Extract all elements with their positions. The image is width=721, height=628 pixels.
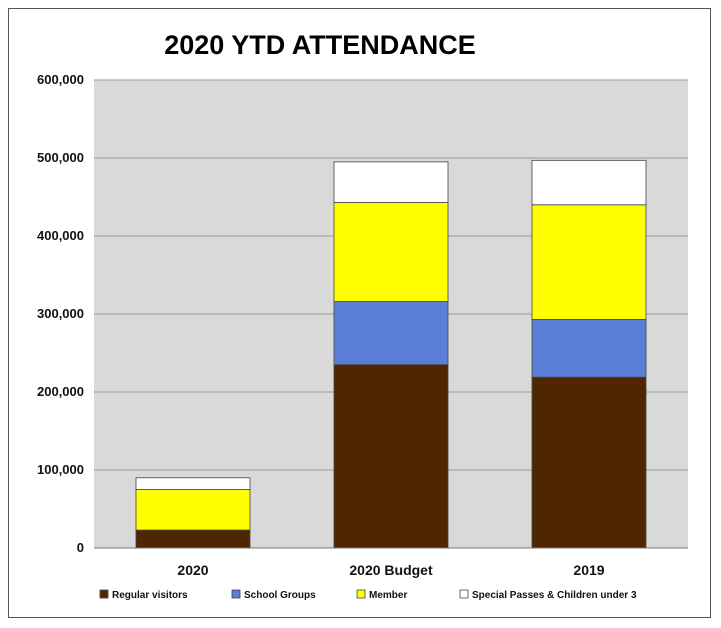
bar-segment <box>333 161 449 203</box>
y-tick-label: 400,000 <box>37 228 84 243</box>
legend-swatch <box>99 589 109 599</box>
x-category-label: 2019 <box>573 562 604 578</box>
bar-segment <box>531 319 647 378</box>
bar-segment <box>531 204 647 320</box>
legend-swatch <box>231 589 241 599</box>
bar-segment <box>333 364 449 549</box>
bar-segment <box>531 376 647 549</box>
x-axis-categories: 2020 2020 Budget 2019 <box>177 562 604 578</box>
legend-label: School Groups <box>244 590 316 601</box>
chart-title: 2020 YTD ATTENDANCE <box>164 30 476 60</box>
bar-segment <box>135 477 251 490</box>
y-tick-label: 300,000 <box>37 306 84 321</box>
y-tick-label: 500,000 <box>37 150 84 165</box>
legend-swatch <box>356 589 366 599</box>
y-tick-label: 200,000 <box>37 384 84 399</box>
bar-segment <box>531 159 647 206</box>
y-tick-label: 600,000 <box>37 72 84 87</box>
x-category-label: 2020 Budget <box>349 562 433 578</box>
bar-segment <box>135 489 251 531</box>
bar-segment <box>333 301 449 366</box>
legend: Regular visitors School Groups Member Speci… <box>99 589 637 601</box>
legend-swatch <box>459 589 469 599</box>
x-category-label: 2020 <box>177 562 208 578</box>
bar-segment <box>333 202 449 302</box>
y-tick-label: 100,000 <box>37 462 84 477</box>
legend-label: Regular visitors <box>112 590 188 601</box>
bars <box>135 159 647 549</box>
legend-label: Special Passes & Children under 3 <box>472 590 637 601</box>
y-tick-label: 0 <box>77 540 84 555</box>
y-axis-ticks: 0 100,000 200,000 300,000 400,000 500,000 600,… <box>37 72 84 555</box>
legend-label: Member <box>369 590 407 601</box>
bar-segment <box>135 529 251 549</box>
